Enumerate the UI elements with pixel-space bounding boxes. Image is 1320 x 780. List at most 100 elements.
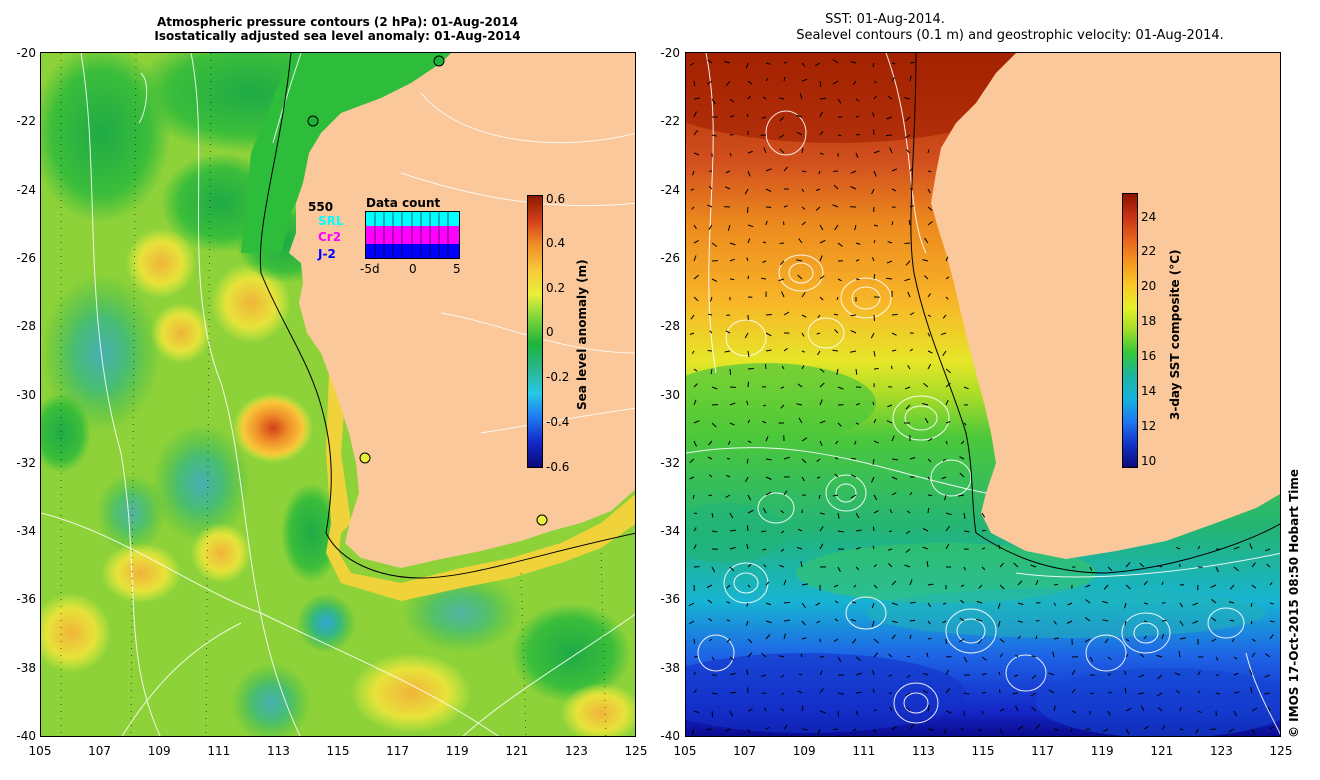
velocity-arrow (1195, 728, 1199, 734)
velocity-arrow (873, 95, 877, 100)
velocity-arrow (725, 170, 731, 174)
velocity-arrow (693, 440, 697, 447)
left-lon-tick: 109 (147, 744, 171, 758)
velocity-arrow (801, 476, 805, 482)
sea-level-anomaly-map[interactable] (40, 52, 636, 737)
velocity-arrow (943, 728, 947, 734)
velocity-arrow (1179, 707, 1182, 712)
velocity-arrow (1066, 620, 1073, 624)
velocity-arrow (693, 689, 697, 694)
velocity-arrow (872, 545, 875, 550)
velocity-arrow (909, 724, 915, 730)
velocity-arrow (708, 494, 713, 497)
velocity-arrow (960, 440, 965, 445)
sst-map[interactable] (685, 52, 1281, 737)
velocity-arrow (729, 368, 732, 375)
velocity-arrow (873, 150, 880, 154)
velocity-arrow (922, 546, 929, 550)
velocity-arrow (779, 655, 785, 658)
velocity-arrow (959, 472, 965, 478)
velocity-arrow (1035, 724, 1041, 730)
velocity-arrow (891, 476, 898, 480)
velocity-arrow (942, 602, 947, 605)
velocity-arrow (819, 224, 824, 231)
left-lon-tick: 105 (28, 744, 52, 758)
velocity-arrow (779, 564, 785, 568)
velocity-arrow (850, 170, 857, 174)
velocity-arrow (819, 526, 824, 532)
velocity-arrow (1197, 545, 1201, 550)
velocity-arrow (693, 152, 700, 156)
velocity-arrow (1104, 638, 1109, 644)
velocity-arrow (1035, 635, 1038, 640)
velocity-arrow (927, 314, 932, 318)
velocity-arrow (904, 564, 911, 568)
velocity-arrow (904, 134, 911, 139)
velocity-arrow (909, 75, 912, 82)
velocity-arrow (1251, 707, 1258, 712)
velocity-arrow (905, 116, 911, 122)
velocity-arrow (706, 584, 713, 589)
velocity-arrow (797, 690, 803, 694)
velocity-arrow (1269, 620, 1275, 623)
right-lat-tick: -32 (660, 455, 680, 470)
velocity-arrow (693, 638, 696, 644)
velocity-arrow (797, 274, 803, 280)
velocity-arrow (1053, 728, 1059, 731)
inset-axis-neg5: -5d (360, 262, 380, 276)
velocity-arrow (1210, 584, 1217, 589)
velocity-arrow (819, 80, 822, 87)
velocity-arrow (801, 170, 807, 173)
velocity-arrow (727, 440, 731, 445)
velocity-arrow (977, 638, 983, 645)
left-lon-tick: 107 (88, 744, 112, 758)
velocity-arrow (801, 206, 806, 210)
velocity-arrow (945, 421, 951, 424)
velocity-arrow (927, 476, 930, 480)
velocity-arrow (873, 584, 878, 589)
velocity-arrow (1138, 674, 1145, 678)
velocity-arrow (940, 332, 947, 336)
velocity-arrow (761, 277, 767, 280)
velocity-arrow (746, 206, 749, 213)
velocity-arrow (1197, 690, 1201, 694)
velocity-arrow (725, 330, 731, 334)
velocity-arrow (819, 440, 823, 446)
velocity-arrow (744, 188, 749, 195)
velocity-arrow (871, 620, 875, 627)
velocity-arrow (836, 368, 839, 375)
velocity-arrow (853, 584, 857, 588)
velocity-arrow (816, 332, 821, 335)
velocity-arrow (707, 456, 713, 460)
velocity-arrow (926, 561, 929, 568)
velocity-arrow (905, 692, 911, 696)
velocity-arrow (891, 634, 896, 640)
velocity-arrow (693, 655, 698, 658)
velocity-arrow (1211, 617, 1217, 622)
velocity-arrow (819, 239, 826, 244)
velocity-arrow (693, 111, 697, 118)
sla-cb-tick: 0.4 (546, 236, 566, 250)
velocity-arrow (891, 349, 897, 352)
velocity-arrow (906, 674, 911, 679)
velocity-arrow (711, 530, 718, 533)
velocity-arrow (981, 656, 987, 661)
velocity-arrow (907, 365, 911, 370)
velocity-arrow (746, 400, 749, 406)
velocity-arrow (1192, 620, 1199, 624)
velocity-arrow (922, 259, 929, 262)
velocity-arrow (799, 93, 803, 100)
velocity-arrow (978, 584, 983, 589)
velocity-arrow (837, 566, 841, 572)
velocity-arrow (706, 728, 713, 731)
velocity-arrow (963, 692, 970, 695)
velocity-arrow (780, 548, 785, 552)
velocity-arrow (765, 491, 772, 496)
left-lon-tick: 113 (266, 744, 290, 758)
velocity-arrow (780, 674, 785, 679)
velocity-arrow (850, 186, 857, 190)
velocity-arrow (855, 115, 860, 118)
velocity-arrow (997, 602, 1001, 609)
velocity-arrow (926, 652, 929, 658)
velocity-arrow (744, 332, 749, 339)
